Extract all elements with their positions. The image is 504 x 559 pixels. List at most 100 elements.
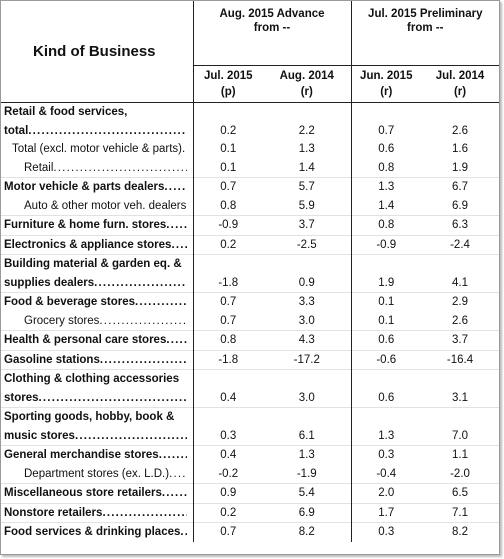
value-cell: 3.3 xyxy=(263,292,352,312)
row-label-line: Retail & food services, xyxy=(4,103,187,122)
value-cell: 1.4 xyxy=(378,199,395,212)
value-cell: 0.6 xyxy=(378,143,395,155)
row-label: Building material & garden eq. & supplies… xyxy=(1,254,194,293)
table-header: Kind of Business Aug. 2015 Advance from --… xyxy=(1,1,500,103)
value-cell: 0.7 xyxy=(220,314,237,327)
row-label-line: Electronics & appliance stores xyxy=(4,236,187,255)
row-label-text: Furniture & home furn. stores xyxy=(4,219,167,231)
column-header: Jun. 2015 (r) xyxy=(351,65,422,103)
value-cell: -0.4 xyxy=(376,467,397,480)
value-cell: -0.2 xyxy=(218,467,239,480)
dot-leader xyxy=(169,465,186,484)
row-label-text: Miscellaneous store retailers xyxy=(4,487,162,499)
row-label: Food & beverage stores xyxy=(1,292,194,312)
table-row: Food & beverage stores 0.73.30.12.9 xyxy=(1,292,500,312)
value-cell: 2.9 xyxy=(421,292,500,312)
value-cell: 5.4 xyxy=(263,483,352,503)
value-cell: 1.7 xyxy=(351,502,422,523)
table-row: Retail & food services, total 0.2 2.2 0.7 2.6 xyxy=(1,102,499,141)
value-cell: 0.3 xyxy=(351,522,422,542)
row-label: Nonstore retailers xyxy=(1,502,194,523)
column-period: Jun. 2015 xyxy=(360,70,413,82)
value-cell: 3.1 xyxy=(421,369,500,408)
row-label-line: Miscellaneous store retailers xyxy=(4,484,187,503)
value-cell: 1.9 xyxy=(452,161,469,174)
table-row: Department stores (ex. L.D.) -0.2 -1.9 -0.4… xyxy=(1,464,499,484)
row-label-text: supplies dealers xyxy=(4,276,95,289)
row-label-line: Grocery stores xyxy=(4,312,187,331)
column-note: (r) xyxy=(300,86,313,98)
row-label-line: Motor vehicle & parts dealers xyxy=(4,178,187,197)
table-row: Miscellaneous store retailers 0.95.42.06.… xyxy=(1,483,500,503)
value-cell: 1.9 xyxy=(351,254,422,293)
row-label-line: Nonstore retailers xyxy=(4,504,187,523)
row-label-text: Motor vehicle & parts dealers xyxy=(4,181,165,193)
group-header-line: Aug. 2015 Advance xyxy=(219,8,325,20)
value-cell: 1.3 xyxy=(263,445,352,465)
value-cell: 0.7 xyxy=(193,292,263,312)
value-cell: 0.1 xyxy=(220,143,237,155)
dot-leader xyxy=(135,293,186,312)
row-label-text: Health & personal care stores xyxy=(4,334,167,346)
row-label: Motor vehicle & parts dealers xyxy=(1,177,194,197)
subheader-row: Jul. 2015 (p) Aug. 2014 (r) Jun. 2015 (r) Jul.… xyxy=(1,65,500,103)
value-cell: 6.1 xyxy=(263,407,352,446)
row-label-text: stores xyxy=(4,391,39,404)
table-row: General merchandise stores 0.41.30.31.1 xyxy=(1,445,500,465)
value-cell: 0.2 xyxy=(220,124,237,137)
row-label-line: Sporting goods, hobby, book & xyxy=(4,408,187,427)
value-cell: 8.2 xyxy=(263,522,352,542)
row-label-line: Food & beverage stores xyxy=(4,293,187,312)
dot-leader xyxy=(94,274,186,293)
value-cell: 1.1 xyxy=(421,445,500,465)
table-row: Gasoline stations -1.8-17.2-0.6-16.4 xyxy=(1,349,500,370)
value-cell: -1.8 xyxy=(193,349,263,370)
row-label-line: supplies dealers xyxy=(4,274,187,293)
table-row: Total (excl. motor vehicle & parts) 0.1 1.… xyxy=(1,140,499,159)
row-label: Furniture & home furn. stores xyxy=(1,215,194,235)
kind-header: Kind of Business xyxy=(1,1,194,103)
value-cell: 6.9 xyxy=(452,199,469,212)
row-label-line: General merchandise stores xyxy=(4,446,187,465)
column-period: Aug. 2014 xyxy=(279,70,334,82)
row-label-text: General merchandise stores xyxy=(4,449,159,461)
value-cell: -1.9 xyxy=(263,464,352,484)
value-cell: 2.0 xyxy=(351,483,422,503)
row-label: Sporting goods, hobby, book & music store… xyxy=(1,407,194,446)
value-cell: 1.6 xyxy=(452,143,469,155)
row-label-text: Department stores (ex. L.D.) xyxy=(24,467,170,480)
column-period: Jul. 2015 xyxy=(203,70,253,82)
table-row: Motor vehicle & parts dealers 0.75.71.36.… xyxy=(1,177,500,197)
value-cell: 4.1 xyxy=(421,254,500,293)
row-label-line: Retail xyxy=(4,159,187,178)
row-label-line: Department stores (ex. L.D.) xyxy=(4,465,187,484)
value-cell: -0.9 xyxy=(351,234,422,255)
table-body: Retail & food services, total 0.2 2.2 0.7 2.6… xyxy=(1,102,500,542)
table-row: Furniture & home furn. stores -0.93.70.86… xyxy=(1,215,500,235)
value-cell: -0.9 xyxy=(193,215,263,235)
row-label: Auto & other motor veh. dealers xyxy=(1,196,194,216)
value-cell: -0.6 xyxy=(351,349,422,370)
dot-leader xyxy=(166,216,186,235)
row-label-text: Food & beverage stores xyxy=(4,296,136,308)
value-cell: 1.4 xyxy=(263,158,352,178)
row-label-text: Total (excl. motor vehicle & parts) xyxy=(12,143,183,155)
row-label: General merchandise stores xyxy=(1,445,194,465)
table-row: Sporting goods, hobby, book & music store… xyxy=(1,407,500,446)
value-cell: 8.2 xyxy=(421,522,500,542)
row-label: Grocery stores xyxy=(1,311,194,331)
table-row: Auto & other motor veh. dealers 0.8 5.9 1.4… xyxy=(1,196,499,216)
column-header: Aug. 2014 (r) xyxy=(263,65,352,103)
column-header: Jul. 2015 (p) xyxy=(193,65,263,103)
value-cell: 1.3 xyxy=(263,140,352,159)
dot-leader xyxy=(28,122,186,141)
value-cell: -1.8 xyxy=(193,254,263,293)
column-note: (r) xyxy=(380,86,393,98)
dot-leader xyxy=(159,446,187,465)
dot-leader xyxy=(182,140,186,159)
row-label-text: Gasoline stations xyxy=(4,353,100,366)
value-cell: 0.7 xyxy=(378,124,395,137)
value-cell: -17.2 xyxy=(263,349,352,370)
row-label-text: Clothing & clothing accessories xyxy=(4,373,180,385)
